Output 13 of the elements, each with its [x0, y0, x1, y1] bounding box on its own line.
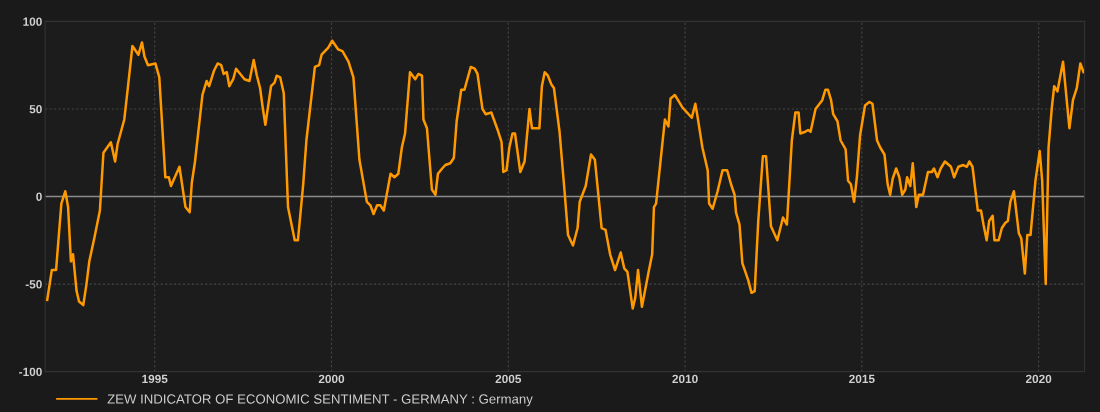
x-tick-label: 2010: [672, 374, 698, 384]
y-tick-label: -50: [25, 280, 42, 289]
y-tick-label: -100: [19, 367, 42, 377]
x-tick-label: 2000: [318, 374, 345, 384]
y-tick-label: 0: [36, 192, 42, 201]
x-tick-label: 1995: [142, 374, 168, 384]
legend-label: ZEW INDICATOR OF ECONOMIC SENTIMENT - GERMANY : Germany: [107, 394, 533, 407]
y-tick-label: 100: [23, 17, 42, 26]
line-series: [45, 39, 1085, 310]
x-tick-label: 2005: [495, 374, 522, 384]
y-tick-label: 50: [29, 105, 42, 114]
x-tick-label: 2020: [1025, 374, 1052, 384]
x-tick-label: 2015: [849, 374, 875, 384]
